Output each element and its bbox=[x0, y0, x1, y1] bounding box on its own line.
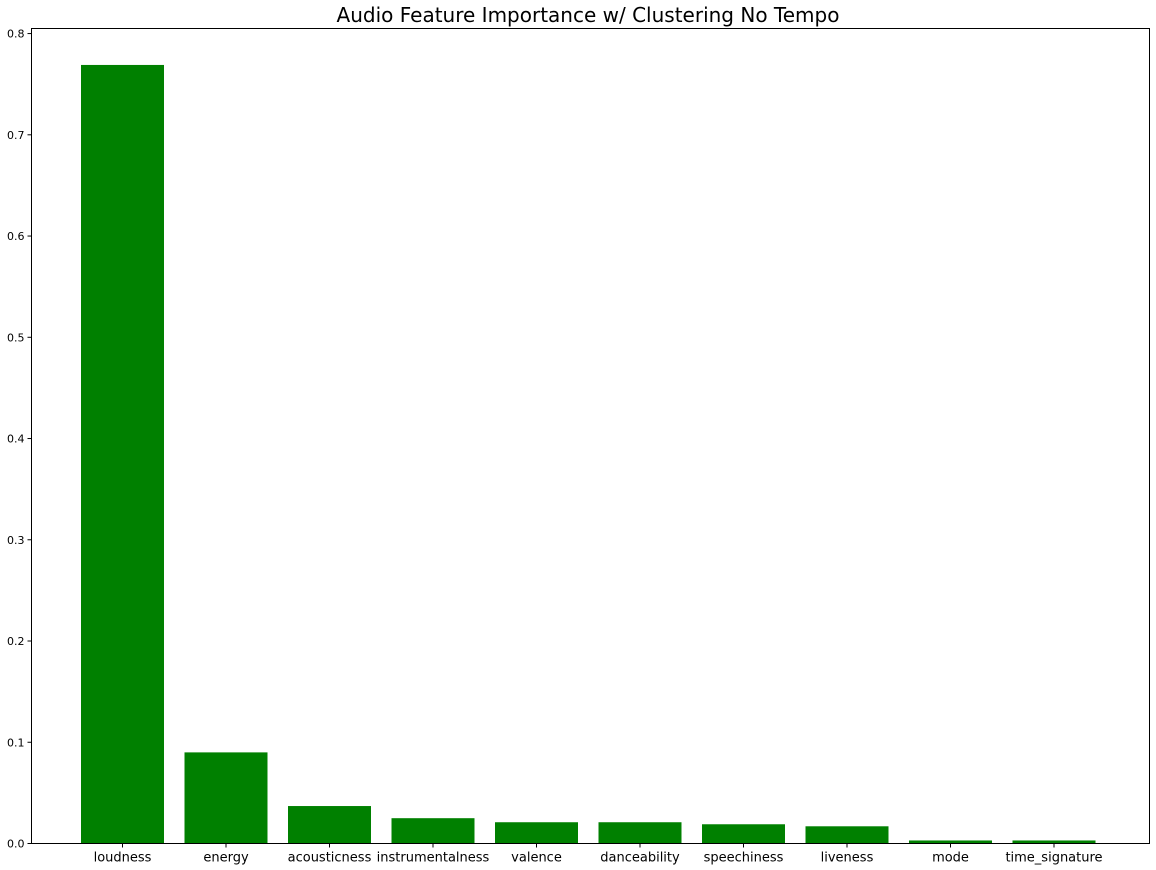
y-tick-label: 0.7 bbox=[7, 129, 25, 142]
chart-title: Audio Feature Importance w/ Clustering N… bbox=[336, 3, 840, 27]
bars-group bbox=[81, 64, 1096, 844]
x-tick-label: valence bbox=[511, 851, 562, 866]
bar-danceability bbox=[598, 822, 682, 844]
bar-energy bbox=[184, 752, 268, 844]
y-tick-label: 0.5 bbox=[7, 331, 25, 344]
y-tick-label: 0.4 bbox=[7, 433, 25, 446]
bar-instrumentalness bbox=[391, 818, 475, 844]
bar-speechiness bbox=[702, 824, 785, 844]
bar-acousticness bbox=[288, 806, 371, 844]
x-tick-label: speechiness bbox=[704, 851, 784, 866]
x-tick-label: acousticness bbox=[288, 851, 372, 866]
y-axis: 0.0 0.1 0.2 0.3 0.4 0.5 0.6 0.7 0.8 bbox=[7, 28, 32, 851]
y-tick-label: 0.1 bbox=[7, 736, 25, 749]
x-tick-label: liveness bbox=[821, 851, 874, 866]
bar-loudness bbox=[81, 64, 164, 844]
plot-frame bbox=[31, 28, 1150, 844]
y-tick-label: 0.8 bbox=[7, 28, 25, 41]
x-tick-label: mode bbox=[932, 851, 969, 866]
bar-valence bbox=[495, 822, 578, 844]
y-tick-label: 0.6 bbox=[7, 230, 25, 243]
bar-liveness bbox=[805, 826, 889, 844]
y-tick-label: 0.0 bbox=[7, 838, 25, 851]
x-tick-label: loudness bbox=[94, 851, 152, 866]
x-tick-label: time_signature bbox=[1005, 851, 1102, 866]
y-tick-label: 0.2 bbox=[7, 635, 25, 648]
y-tick-label: 0.3 bbox=[7, 534, 25, 547]
x-tick-label: energy bbox=[203, 851, 249, 866]
x-tick-label: danceability bbox=[600, 851, 680, 866]
bar-time-signature bbox=[1012, 840, 1096, 844]
bar-mode bbox=[909, 840, 992, 844]
x-tick-label: instrumentalness bbox=[377, 851, 490, 866]
x-axis: loudness energy acousticness instrumentalne… bbox=[94, 843, 1103, 866]
